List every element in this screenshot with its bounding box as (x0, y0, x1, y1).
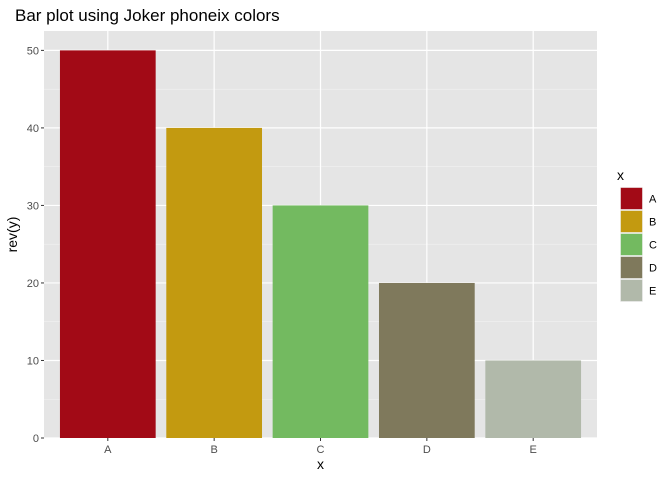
x-tick-label: D (423, 444, 431, 456)
legend-swatch-c (620, 233, 643, 256)
legend-label: A (649, 194, 657, 206)
x-axis-label: x (317, 456, 324, 472)
bar-e (485, 360, 582, 438)
legend-label: B (649, 217, 656, 229)
x-tick-label: C (317, 444, 325, 456)
x-axis: A B C D E (104, 438, 537, 456)
legend-label: D (649, 263, 657, 275)
legend-swatch-b (620, 210, 643, 233)
y-tick-label: 40 (27, 123, 39, 135)
legend-label: E (649, 286, 656, 298)
y-axis: 0 10 20 30 40 50 (27, 45, 44, 445)
y-tick-label: 30 (27, 200, 39, 212)
bar-d (378, 282, 475, 438)
chart-title: Bar plot using Joker phoneix colors (15, 6, 280, 25)
legend-label: C (649, 240, 657, 252)
bars-group (59, 50, 582, 439)
legend-swatch-d (620, 256, 643, 279)
legend-swatch-a (620, 187, 643, 210)
bar-a (59, 50, 156, 438)
legend-title: x (617, 167, 624, 183)
bar-c (272, 205, 369, 438)
y-tick-label: 10 (27, 355, 39, 367)
x-tick-label: B (210, 444, 217, 456)
bar-b (166, 127, 263, 439)
y-tick-label: 50 (27, 45, 39, 57)
legend-swatch-e (620, 279, 643, 302)
y-tick-label: 20 (27, 278, 39, 290)
x-tick-label: A (104, 444, 112, 456)
y-axis-label: rev(y) (4, 217, 20, 253)
x-tick-label: E (530, 444, 537, 456)
y-tick-label: 0 (33, 433, 39, 445)
